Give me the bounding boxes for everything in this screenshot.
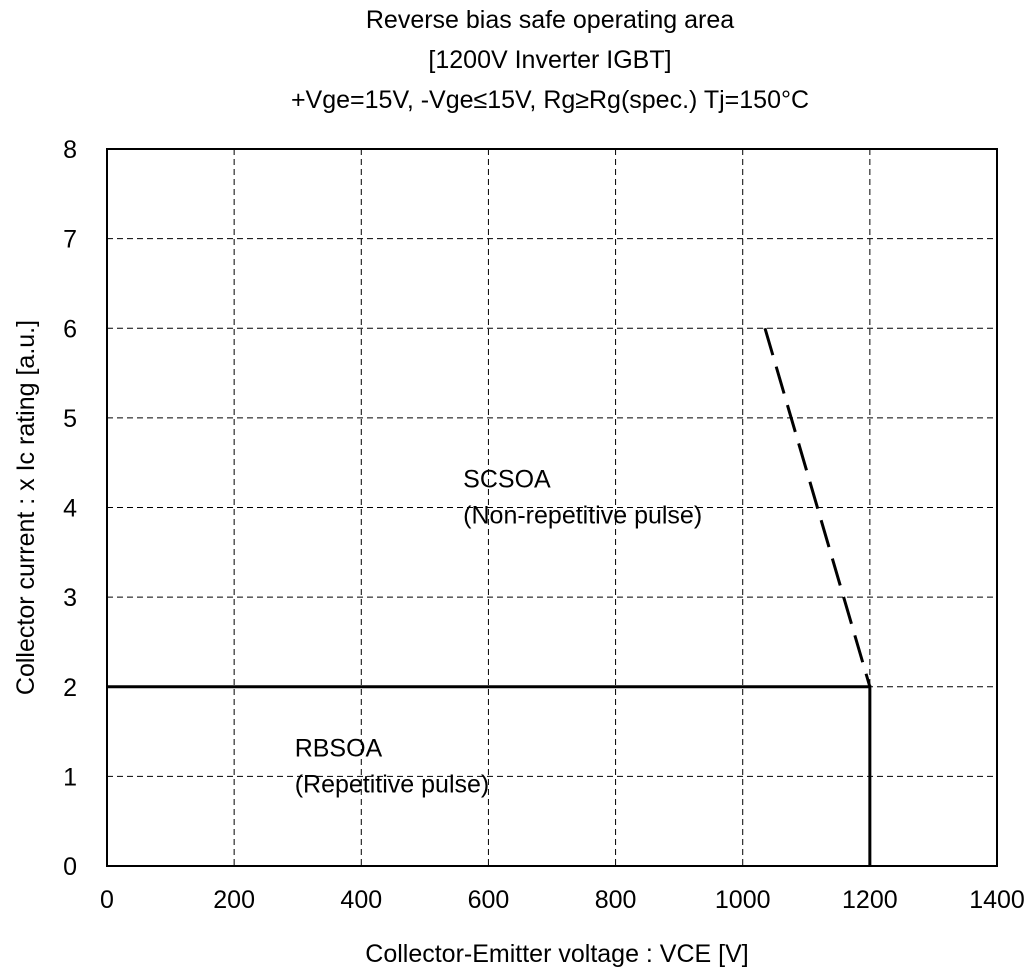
y-tick-label: 0 xyxy=(63,853,77,881)
x-tick-label: 600 xyxy=(468,886,510,914)
annotation-label: RBSOA xyxy=(295,734,383,762)
x-tick-label: 1400 xyxy=(969,886,1025,914)
annotation-sublabel: (Repetitive pulse) xyxy=(295,770,490,798)
annotation-label: SCSOA xyxy=(463,466,551,494)
series-layer xyxy=(107,327,872,866)
y-tick-label: 3 xyxy=(63,584,77,612)
annotations: SCSOA (Non-repetitive pulse) RBSOA (Repetit… xyxy=(295,466,702,799)
chart-subtitle: [1200V Inverter IGBT] xyxy=(428,46,672,74)
y-tick-label: 1 xyxy=(63,763,77,791)
plot-frame xyxy=(106,148,998,867)
y-tick-label: 5 xyxy=(63,405,77,433)
x-axis-label: Collector-Emitter voltage : VCE [V] xyxy=(365,940,748,968)
y-tick-label: 8 xyxy=(63,136,77,164)
chart-title: Reverse bias safe operating area xyxy=(365,6,735,34)
scsoa-boundary-line xyxy=(763,327,872,688)
y-axis-label: Collector current : x Ic rating [a.u.] xyxy=(12,320,40,695)
y-tick-label: 2 xyxy=(63,674,77,702)
y-tick-label: 6 xyxy=(63,315,77,343)
x-tick-label: 1000 xyxy=(715,886,771,914)
tick-labels: 0 200 400 600 800 1000 1200 1400 0 1 2 3 4 5 6 7 8 xyxy=(63,136,1025,914)
x-tick-label: 400 xyxy=(340,886,382,914)
x-tick-label: 200 xyxy=(213,886,255,914)
x-tick-label: 1200 xyxy=(842,886,898,914)
annotation-sublabel: (Non-repetitive pulse) xyxy=(463,502,702,530)
x-tick-label: 800 xyxy=(595,886,637,914)
x-tick-label: 0 xyxy=(100,886,114,914)
y-tick-label: 4 xyxy=(63,495,77,523)
y-tick-label: 7 xyxy=(63,226,77,254)
chart-conditions: +Vge=15V, -Vge≤15V, Rg≥Rg(spec.) Tj=150°… xyxy=(290,86,810,114)
